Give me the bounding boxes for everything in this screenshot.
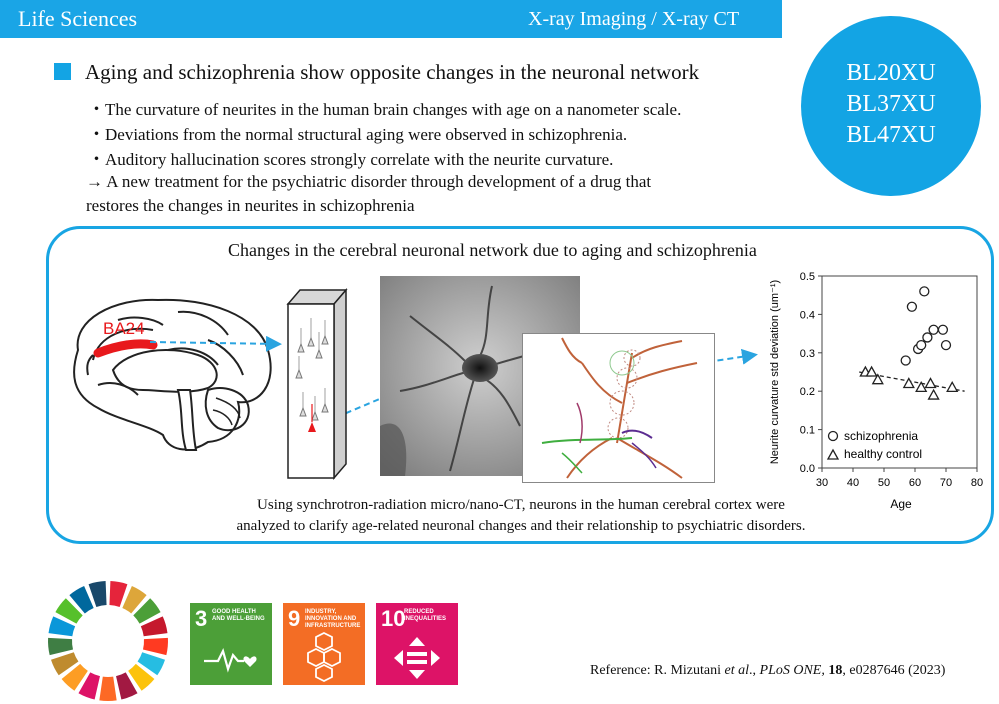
technique-title: X-ray Imaging / X-ray CT <box>528 8 740 30</box>
sdg-10-label: REDUCED INEQUALITIES <box>404 609 447 622</box>
beamline-badge <box>801 16 981 196</box>
healthy-control-point <box>871 373 884 385</box>
sdg-wheel-segment <box>55 598 83 624</box>
reference-sep: ., <box>749 663 760 678</box>
sdg-3-label: GOOD HEALTH AND WELL-BEING <box>212 609 265 622</box>
schizophrenia-point <box>928 324 939 335</box>
cortex-tissue-block <box>286 288 348 480</box>
reference-citation: Reference: R. Mizutani et al., PLoS ONE,… <box>590 663 945 679</box>
legend-schizophrenia: schizophrenia <box>844 429 918 443</box>
sdg-wheel-segment <box>122 585 147 614</box>
reference-prefix: Reference: R. Mizutani <box>590 663 725 678</box>
headline-bullet-square <box>54 63 71 80</box>
cubes-icon <box>307 631 341 683</box>
y-axis-label: Neurite curvature std deviation (um⁻¹) <box>769 280 781 464</box>
beamline-1: BL20XU <box>846 60 936 86</box>
sdg-wheel-segment <box>128 663 155 691</box>
reference-volume: 18 <box>828 663 843 678</box>
bullet-3: ・Auditory hallucination scores strongly … <box>88 150 614 169</box>
bullet-1: ・The curvature of neurites in the human … <box>88 100 682 119</box>
sdg-wheel-segment <box>109 581 128 607</box>
plot-area <box>821 275 978 469</box>
sdg-9-icon: 9 INDUSTRY, INNOVATION AND INFRASTRUCTUR… <box>283 603 365 685</box>
schizophrenia-point <box>900 355 911 366</box>
panel-caption: Using synchrotron-radiation micro/nano-C… <box>160 495 882 537</box>
sdg-wheel-segment <box>116 672 138 700</box>
brain-region-label: BA24 <box>103 319 145 338</box>
y-tick-label: 0.3 <box>800 348 815 360</box>
sdg-wheel-segment <box>142 637 168 656</box>
sdg-wheel-segment <box>50 652 79 676</box>
x-tick-label: 80 <box>971 477 983 489</box>
chart-legend: schizophrenia healthy control <box>826 429 922 461</box>
headline: Aging and schizophrenia show opposite ch… <box>85 60 700 84</box>
sdg-3-number: 3 <box>195 606 208 631</box>
brain-illustration <box>73 298 272 451</box>
healthy-control-point <box>902 377 915 389</box>
sdg-wheel-segment <box>137 652 166 676</box>
y-tick-label: 0.4 <box>800 309 815 321</box>
sdg-10-number: 10 <box>381 606 406 631</box>
reference-rest: , e0287646 (2023) <box>842 663 946 678</box>
legend-triangle-marker <box>826 448 840 460</box>
reference-journal: PLoS ONE, <box>759 663 825 678</box>
y-tick-label: 0.1 <box>800 425 815 437</box>
conclusion-line-1: → A new treatment for the psychiatric di… <box>86 172 652 191</box>
sdg-9-label: INDUSTRY, INNOVATION AND INFRASTRUCTURE <box>305 609 361 629</box>
healthy-control-point <box>915 381 928 393</box>
bullet-2: ・Deviations from the normal structural a… <box>88 125 628 144</box>
sdg-wheel-segment <box>99 676 117 701</box>
caption-line-2: analyzed to clarify age-related neuronal… <box>236 518 806 534</box>
x-tick-label: 70 <box>940 477 952 489</box>
sdg-wheel-segment <box>88 581 107 607</box>
sdg-wheel-segment <box>78 672 100 700</box>
conclusion-line-2: restores the changes in neurites in schi… <box>86 196 415 215</box>
figure-panel <box>46 226 994 544</box>
beamline-list: BL20XU BL37XU BL47XU <box>801 58 981 151</box>
x-tick-label: 60 <box>909 477 921 489</box>
sdg-wheel-segment <box>140 616 168 637</box>
category-title: Life Sciences <box>18 6 138 31</box>
y-tick-label: 0.5 <box>800 271 815 283</box>
healthy-control-point <box>865 365 878 377</box>
x-tick-label: 40 <box>847 477 859 489</box>
equality-arrows-icon <box>394 637 440 679</box>
curvature-age-chart: 0.0 0.1 0.2 0.3 0.4 0.5 30 40 50 60 70 80 Neurite … <box>769 271 983 511</box>
sdg-wheel-segment <box>48 616 76 637</box>
x-axis-label: Age <box>890 497 912 511</box>
beamline-3: BL47XU <box>846 122 936 148</box>
traced-neuron-model <box>522 333 715 483</box>
legend-healthy-control: healthy control <box>844 447 922 461</box>
schizophrenia-point <box>906 301 918 312</box>
schizophrenia-point <box>922 332 933 343</box>
sdg-wheel-segment <box>133 598 161 624</box>
header-bar <box>0 0 782 38</box>
healthy-control-point <box>927 388 940 400</box>
sdg-10-icon: 10 REDUCED INEQUALITIES <box>376 603 458 685</box>
beamline-2: BL37XU <box>846 91 936 117</box>
sdg-wheel-segment <box>61 663 88 691</box>
legend-circle-marker <box>827 430 839 442</box>
heartbeat-icon <box>204 647 257 673</box>
panel-title: Changes in the cerebral neuronal network… <box>228 240 757 260</box>
sdg-3-icon: 3 GOOD HEALTH AND WELL-BEING <box>190 603 272 685</box>
schizophrenia-point <box>916 339 927 351</box>
sdg-wheel-segment <box>48 637 74 656</box>
sdg-wheel-logo <box>48 581 168 701</box>
schizophrenia-point <box>940 339 952 351</box>
y-tick-label: 0.0 <box>800 463 815 475</box>
caption-line-1: Using synchrotron-radiation micro/nano-C… <box>257 497 785 513</box>
sdg-9-number: 9 <box>288 606 301 631</box>
y-tick-label: 0.2 <box>800 386 815 398</box>
x-tick-label: 50 <box>878 477 890 489</box>
healthy-control-point <box>924 377 937 389</box>
schizophrenia-point <box>919 286 930 297</box>
x-tick-label: 30 <box>816 477 828 489</box>
sdg-wheel-segment <box>69 585 94 614</box>
healthy-control-point <box>946 381 959 393</box>
schizophrenia-point <box>937 324 949 335</box>
reference-etal: et al <box>724 663 750 678</box>
